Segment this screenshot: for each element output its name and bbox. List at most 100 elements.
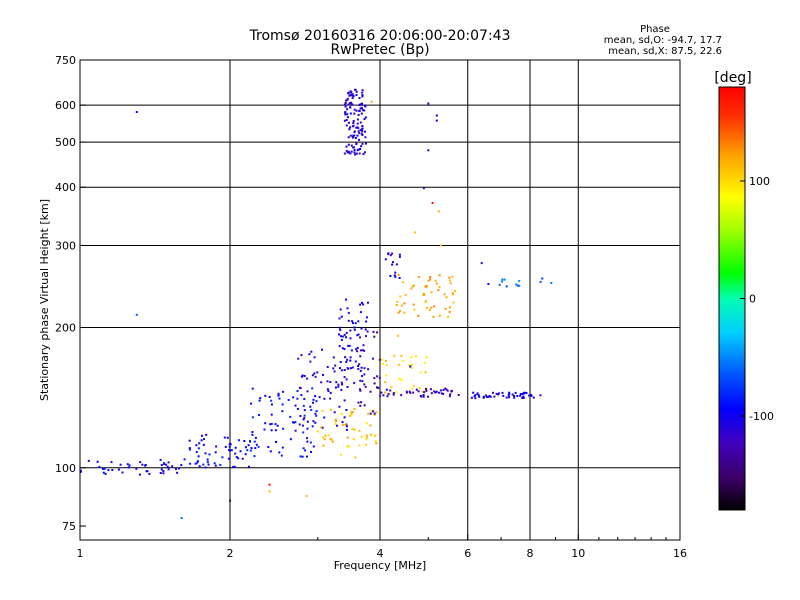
data-point [384,258,387,261]
data-point [430,306,433,309]
data-point [316,371,319,374]
data-point [352,134,355,137]
data-point [365,316,368,319]
data-point [259,397,262,400]
data-point [332,356,335,359]
data-point [353,328,356,331]
data-point [308,353,311,356]
data-point [429,278,432,281]
data-point [358,109,361,112]
data-point [175,468,177,471]
data-point [399,309,402,312]
data-point [268,396,271,398]
data-point [376,375,379,378]
data-point [340,335,342,338]
data-point [350,150,353,153]
data-point [384,391,387,394]
data-point [365,142,367,145]
data-point [207,463,210,466]
data-point [249,440,251,443]
data-point [484,394,487,397]
data-point [355,152,358,155]
data-point [117,468,120,471]
data-point [341,347,344,350]
data-point [223,436,226,439]
data-point [340,315,343,318]
data-point [392,393,395,396]
data-point [369,390,372,393]
chart-subtitle: RwPretec (Bp) [330,42,429,58]
data-point [338,333,340,336]
data-point [349,126,351,129]
data-point [326,366,329,368]
data-point [385,360,387,363]
data-point [359,349,362,352]
data-point [343,376,346,379]
data-point [350,91,353,94]
data-point [289,415,292,418]
data-point [363,367,366,370]
data-point [367,412,370,415]
data-point [450,390,453,393]
data-point [348,128,351,131]
data-point [357,333,360,336]
data-point [135,111,138,113]
data-point [355,90,358,93]
data-point [411,387,414,390]
data-point [232,466,235,468]
data-point [358,97,361,99]
data-point [345,149,348,152]
data-point [357,127,360,130]
data-point [119,463,122,466]
data-point [358,152,361,155]
data-point [188,447,191,450]
data-point [356,350,359,353]
data-point [309,360,312,363]
data-point [347,136,350,139]
data-point [303,375,306,377]
data-point [235,456,238,459]
data-point [522,392,525,395]
data-point [302,431,305,434]
data-point [507,394,510,397]
data-point [343,152,346,155]
data-point [356,122,359,125]
data-point [356,134,359,137]
data-point [300,354,303,357]
data-point [348,344,351,347]
data-point [360,327,363,330]
data-point [410,356,413,359]
data-point [350,413,353,416]
data-point [361,349,364,352]
data-point [453,290,456,292]
data-point [375,411,378,414]
data-point [347,367,350,370]
data-point [363,151,366,154]
data-point [398,377,401,380]
data-point [270,413,273,416]
data-point [329,391,332,394]
data-point [96,460,99,463]
data-point [248,465,250,468]
y-axis-label: Stationary phase Virtual Height [km] [38,199,51,401]
data-point [370,409,373,412]
data-point [306,440,309,443]
data-point [107,469,110,472]
data-point [343,333,346,336]
data-point [341,424,344,427]
data-point [433,390,436,393]
colorbar-tick-label: -100 [749,410,774,423]
data-point [360,128,363,131]
data-point [277,394,280,397]
data-point [264,422,267,425]
data-point [438,274,441,277]
data-point [205,433,208,436]
data-point [363,118,366,120]
data-point [438,391,441,394]
data-point [357,401,360,404]
data-point [357,130,360,133]
data-point [449,393,452,396]
data-point [292,396,295,399]
data-point [234,446,237,449]
data-point [339,367,341,370]
